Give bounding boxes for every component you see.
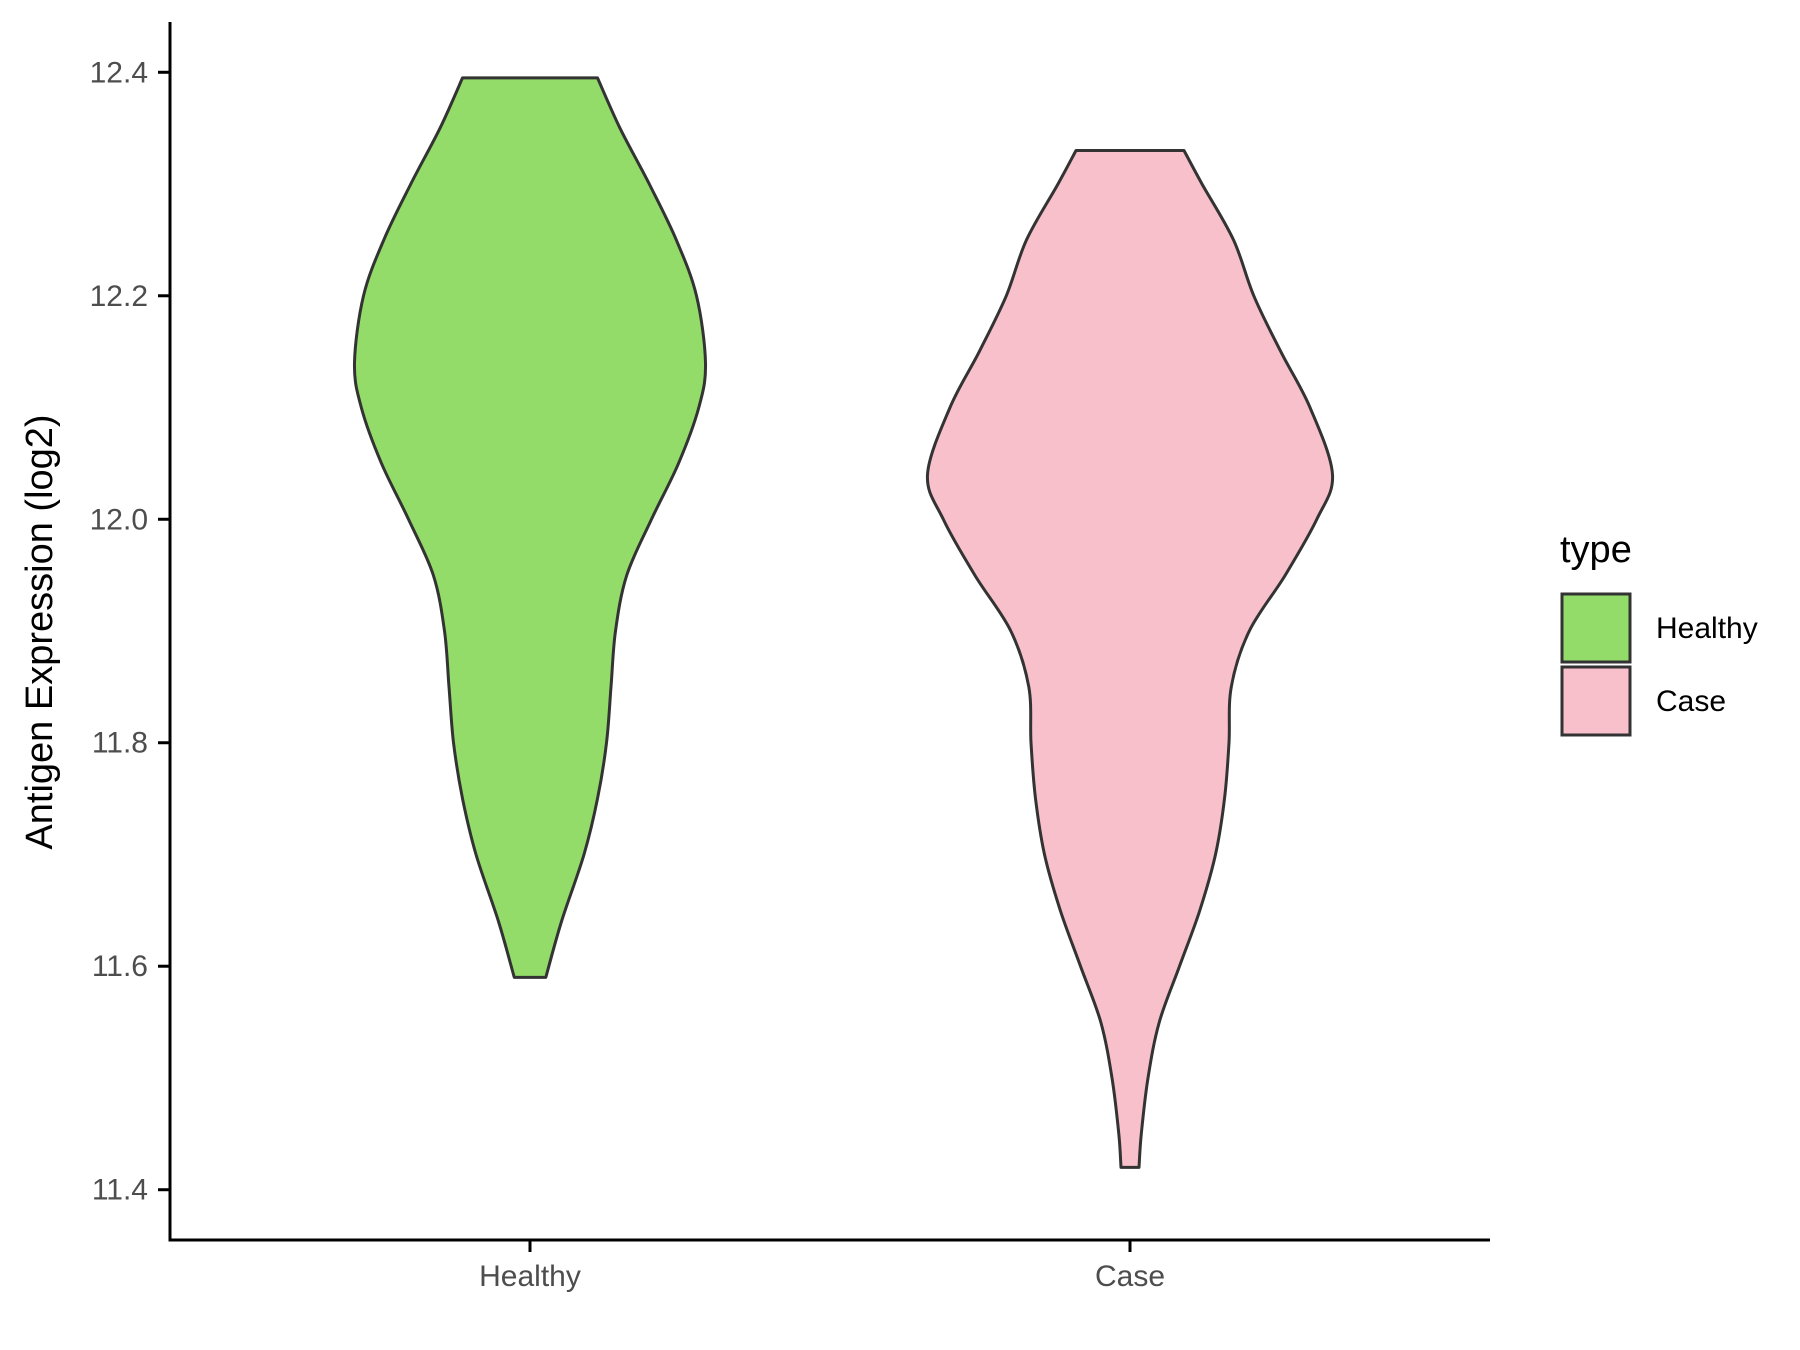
legend-key-healthy [1560, 592, 1632, 664]
legend-key-case [1560, 665, 1632, 737]
x-tick-label: Healthy [479, 1260, 581, 1293]
x-tick-label: Case [1095, 1260, 1165, 1293]
violin-case [925, 149, 1335, 1169]
legend-label-case: Case [1656, 685, 1726, 718]
legend-label-healthy: Healthy [1656, 612, 1758, 645]
y-tick-label: 12.0 [90, 503, 148, 536]
y-tick-label: 12.4 [90, 56, 148, 89]
legend: type Healthy Case [1560, 529, 1758, 737]
violin-healthy [352, 76, 708, 979]
y-tick-label: 11.8 [92, 727, 148, 760]
y-axis-ticks: 11.4 11.6 11.8 12.0 12.2 12.4 [90, 56, 170, 1207]
legend-entries: Healthy Case [1560, 592, 1758, 737]
y-tick-label: 11.4 [92, 1174, 148, 1207]
legend-title: type [1560, 529, 1632, 571]
y-axis-title: Antigen Expression (log2) [19, 414, 61, 849]
violin-layer [352, 76, 1335, 1169]
y-tick-label: 11.6 [92, 950, 148, 983]
y-tick-label: 12.2 [90, 280, 148, 313]
x-axis-ticks: Healthy Case [479, 1240, 1165, 1293]
